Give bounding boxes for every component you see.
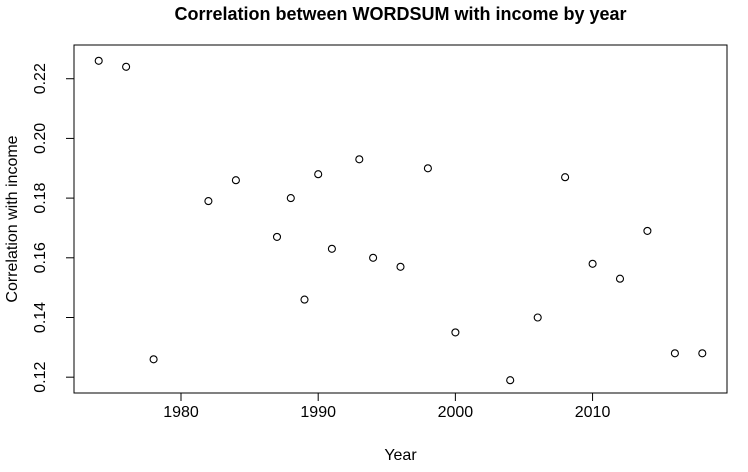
x-axis-label: Year [384,447,417,464]
y-tick-label: 0.22 [32,63,49,94]
y-tick-label: 0.18 [32,182,49,213]
data-point [588,259,597,268]
data-point [204,197,213,206]
data-point [670,349,679,358]
data-point [314,170,323,179]
y-tick-label: 0.14 [32,302,49,333]
x-tick-label: 2000 [438,404,474,421]
data-point [451,328,460,337]
y-axis-label: Correlation with income [4,135,21,303]
data-point [231,176,240,185]
data-point [122,62,131,71]
data-point [698,349,707,358]
y-tick-label: 0.16 [32,242,49,273]
data-point [423,164,432,173]
data-point [615,274,625,283]
x-tick-label: 1990 [300,404,336,421]
data-point [561,173,570,182]
x-tick-label: 2010 [575,404,611,421]
data-point [506,376,515,385]
data-point [355,155,364,164]
y-tick-label: 0.12 [32,362,49,393]
data-point [327,244,336,253]
data-point [643,226,652,235]
x-tick-label: 1980 [163,404,199,421]
data-point [533,313,542,322]
y-tick-label: 0.20 [32,123,49,154]
chart-title: Correlation between WORDSUM with income … [174,4,627,24]
data-point [369,253,378,262]
data-point [149,355,158,364]
data-point [396,262,405,271]
data-point [272,232,282,241]
data-point [286,194,295,203]
data-point [300,295,309,304]
plot-border [73,44,728,394]
data-point [94,56,103,65]
